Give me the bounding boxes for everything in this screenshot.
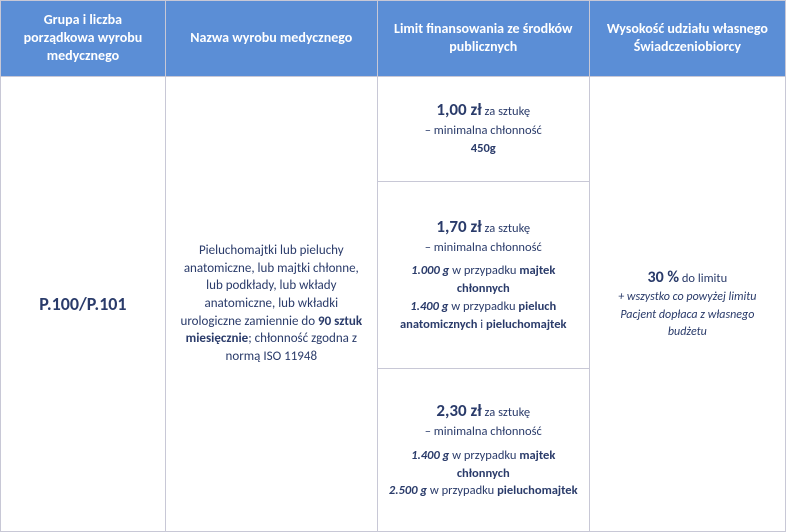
cell-group-code: P.100/P.101 [1,76,166,531]
header-limit: Limit finansowania ze środków publicznyc… [377,1,589,77]
tier3-price: 2,30 zł [436,400,481,421]
share-percent: 30 % [648,268,680,287]
tier3-v2: 2.500 g [389,483,427,498]
tier1-sub: – minimalna chłonność [425,123,542,138]
cell-limit-tier-3: 2,30 zł za sztukę – minimalna chłonność … [377,369,589,532]
tier1-absorb: 450g [471,141,496,156]
tier2-v2: 1.400 g [410,299,448,314]
group-code: P.100/P.101 [39,293,126,315]
tier3-per: za sztukę [482,405,530,420]
tier2-per: za sztukę [482,221,530,236]
tier3-t2: w przypadku [427,483,497,498]
tier3-sub: – minimalna chłonność [425,424,542,439]
tier2-price: 1,70 zł [436,216,481,237]
header-name: Nazwa wyrobu medycznego [165,1,377,77]
share-note: + wszystko co powyżej limitu Pacjent dop… [618,290,756,339]
cell-product-description: Pieluchomajtki lub pieluchy anatomiczne,… [165,76,377,531]
tier2-t1: w przypadku [449,263,519,278]
header-share: Wysokość udziału własnego Świadczeniobio… [589,1,785,77]
tier3-v1: 1.400 g [411,448,449,463]
tier2-v1: 1.000 g [411,263,449,278]
table-row: P.100/P.101 Pieluchomajtki lub pieluchy … [1,76,786,181]
tier2-sub: – minimalna chłonność [425,240,542,255]
reimbursement-table-container: Grupa i liczba porządkowa wyrobu medyczn… [0,0,786,532]
tier3-t1: w przypadku [449,448,519,463]
table-header-row: Grupa i liczba porządkowa wyrobu medyczn… [1,1,786,77]
tier1-per: za sztukę [482,104,530,119]
tier1-price: 1,00 zł [436,99,481,120]
reimbursement-table: Grupa i liczba porządkowa wyrobu medyczn… [0,0,786,532]
cell-limit-tier-1: 1,00 zł za sztukę – minimalna chłonność … [377,76,589,181]
tier2-and: i [477,317,486,332]
cell-patient-share: 30 % do limitu + wszystko co powyżej lim… [589,76,785,531]
cell-limit-tier-2: 1,70 zł za sztukę – minimalna chłonność … [377,181,589,369]
header-group: Grupa i liczba porządkowa wyrobu medyczn… [1,1,166,77]
tier2-b3: pieluchomajtek [486,317,567,332]
tier2-t2: w przypadku [448,299,518,314]
tier3-b2: pieluchomajtek [497,483,578,498]
share-to-limit: do limitu [679,271,727,286]
